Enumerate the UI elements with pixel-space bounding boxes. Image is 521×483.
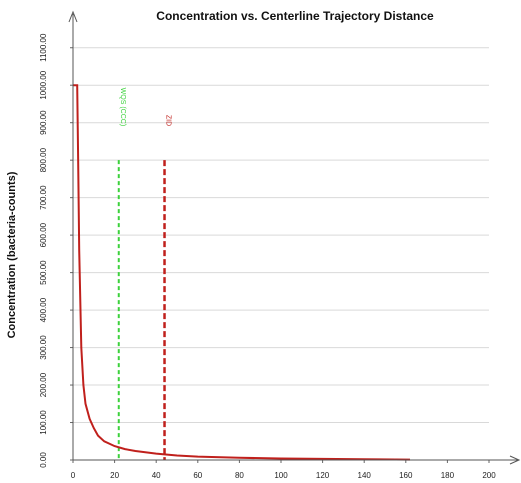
y-tick-label: 300.00 (39, 335, 48, 360)
y-tick-label: 0.00 (39, 452, 48, 468)
y-tick-label: 400.00 (39, 297, 48, 322)
y-tick-label: 1100.00 (39, 33, 48, 62)
x-tick-label: 200 (482, 471, 496, 480)
x-axis-arrow (509, 455, 521, 465)
x-tick-label: 180 (441, 471, 455, 480)
x-tick-label: 120 (316, 471, 330, 480)
y-tick-label: 800.00 (39, 147, 48, 172)
y-tick-label: 600.00 (39, 222, 48, 247)
x-tick-label: 20 (110, 471, 119, 480)
axes (68, 10, 521, 465)
series-lines (73, 84, 411, 461)
x-tick-label: 60 (193, 471, 202, 480)
x-tick-label: 160 (399, 471, 413, 480)
y-tick-label: 1000.00 (39, 70, 48, 99)
y-tick-label: 900.00 (39, 110, 48, 135)
x-tick-label: 80 (235, 471, 244, 480)
reference-lines: WQS (CCC) ZID (117, 88, 172, 460)
reference-line-label: ZID (165, 115, 172, 126)
tick-labels: 0.00 100.00 200.00 300.00 400.00 500.00 600.00… (39, 33, 496, 480)
y-tick-label: 500.00 (39, 260, 48, 285)
x-tick-label: 40 (152, 471, 161, 480)
y-tick-label: 100.00 (39, 410, 48, 435)
y-tick-label: 700.00 (39, 185, 48, 210)
reference-line-label: WQS (CCC) (119, 88, 126, 127)
chart-title: Concentration vs. Centerline Trajectory … (156, 9, 434, 23)
x-tick-label: 100 (274, 471, 288, 480)
x-tick-label: 0 (71, 471, 76, 480)
x-tick-label: 140 (358, 471, 372, 480)
grid-lines (73, 47, 489, 461)
series-line (73, 84, 411, 461)
y-tick-label: 200.00 (39, 372, 48, 397)
y-axis-arrow (68, 10, 78, 23)
